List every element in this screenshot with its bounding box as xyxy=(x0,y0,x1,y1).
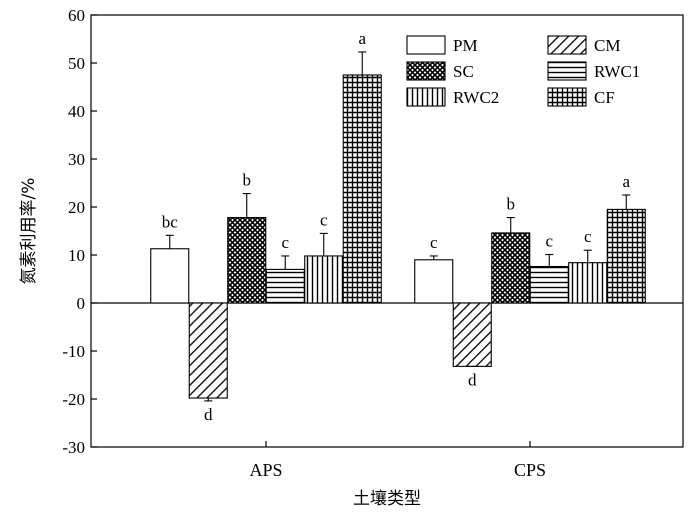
x-tick-label: APS xyxy=(249,460,282,480)
bar-pm-cps xyxy=(414,259,454,304)
bar-cm-cps xyxy=(452,302,492,367)
legend-swatch-cm xyxy=(547,35,587,55)
y-tick-label: 20 xyxy=(68,198,85,217)
y-tick-label: 10 xyxy=(68,246,85,265)
x-tick-label: CPS xyxy=(514,460,546,480)
legend-label-cm: CM xyxy=(594,36,620,55)
y-tick-label: 50 xyxy=(68,54,85,73)
bar-pm-aps xyxy=(150,248,190,304)
legend-swatch-sc xyxy=(406,61,446,81)
bar-rwc2-cps xyxy=(568,262,608,304)
legend-label-pm: PM xyxy=(453,36,478,55)
y-tick-label: 30 xyxy=(68,150,85,169)
legend-swatch-rwc2 xyxy=(406,87,446,107)
significance-label: a xyxy=(358,29,366,48)
bar-cf-aps xyxy=(342,74,382,304)
bar-rwc1-aps xyxy=(265,268,305,304)
significance-label: a xyxy=(622,172,630,191)
legend-label-rwc2: RWC2 xyxy=(453,88,499,107)
legend-label-cf: CF xyxy=(594,88,615,107)
significance-label: c xyxy=(545,232,553,251)
legend-label-sc: SC xyxy=(453,62,474,81)
significance-label: b xyxy=(507,195,516,214)
bar-cf-cps xyxy=(606,208,646,304)
x-axis-title: 土壤类型 xyxy=(353,488,421,509)
bar-sc-cps xyxy=(491,232,531,304)
significance-label: c xyxy=(584,227,592,246)
legend-swatch-cf xyxy=(547,87,587,107)
y-tick-label: -10 xyxy=(62,342,85,361)
bar-sc-aps xyxy=(227,217,267,304)
plot-frame xyxy=(90,14,684,448)
significance-label: d xyxy=(468,370,477,389)
y-tick-label: 60 xyxy=(68,6,85,25)
significance-label: c xyxy=(430,233,438,252)
y-axis-title: 氮素利用率/% xyxy=(19,178,39,285)
y-tick-label: 0 xyxy=(77,294,86,313)
significance-label: c xyxy=(281,233,289,252)
significance-label: bc xyxy=(162,212,179,231)
legend-swatch-pm xyxy=(406,35,446,55)
significance-label: b xyxy=(243,171,252,190)
y-tick-label: -20 xyxy=(62,390,85,409)
legend-swatch-rwc1 xyxy=(547,61,587,81)
significance-label: c xyxy=(320,210,328,229)
legend-label-rwc1: RWC1 xyxy=(594,62,640,81)
bar-rwc1-cps xyxy=(529,265,569,304)
y-tick-label: 40 xyxy=(68,102,85,121)
y-tick-label: -30 xyxy=(62,438,85,457)
bar-rwc2-aps xyxy=(304,255,344,304)
significance-label: d xyxy=(204,405,213,424)
bar-cm-aps xyxy=(188,302,228,399)
